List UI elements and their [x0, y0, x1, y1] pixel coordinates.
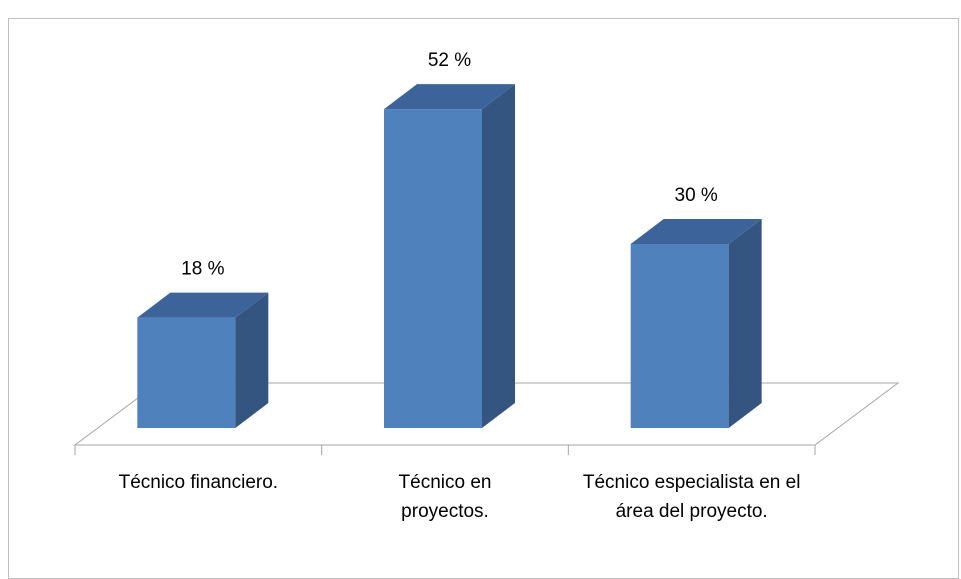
bar-top [630, 219, 762, 244]
bar [384, 84, 515, 429]
x-tick-label: Técnico especialista en el área del proy… [582, 472, 801, 522]
bar-side [728, 219, 762, 428]
bar-front [630, 244, 729, 428]
value-label: 30 % [675, 185, 718, 206]
bar-side [235, 292, 269, 428]
value-label: 52 % [428, 50, 471, 71]
bar-side [482, 84, 515, 429]
x-tick-label: Técnico financiero. [118, 472, 279, 493]
x-tick-label: Técnico en proyectos. [398, 472, 492, 522]
bar [137, 292, 269, 428]
bar [630, 219, 762, 428]
value-label: 18 % [181, 259, 224, 280]
bar-front [384, 109, 482, 429]
bar-front [137, 317, 236, 428]
bar-top [384, 84, 515, 110]
bar-top [137, 292, 269, 318]
